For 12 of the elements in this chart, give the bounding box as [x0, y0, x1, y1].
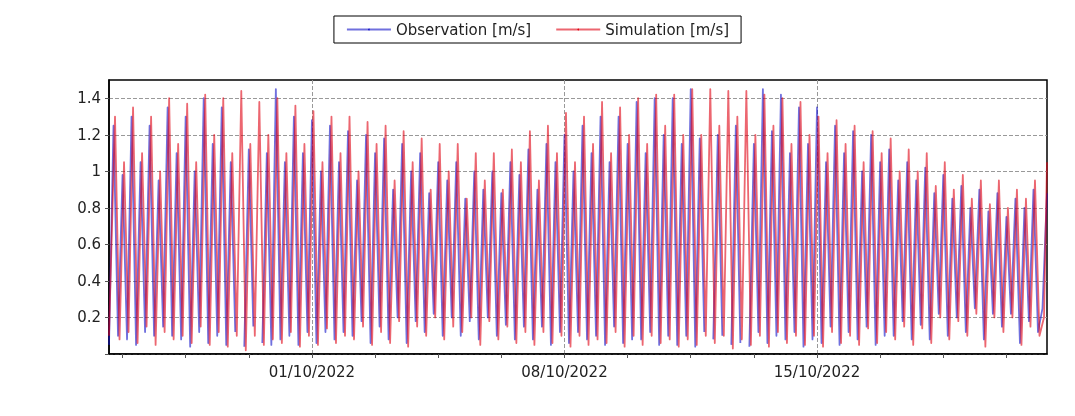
y-tick-label: 0.2	[77, 308, 101, 327]
x-tick-label: 01/10/2022	[268, 362, 356, 381]
legend-label: Observation [m/s]	[395, 20, 532, 39]
y-tick-label: 0.4	[77, 271, 101, 290]
y-tick-label: 1.2	[77, 125, 101, 144]
y-tick-label: 1.4	[77, 89, 101, 108]
y-tick-label: 1	[91, 162, 101, 181]
x-tick-label: 15/10/2022	[773, 362, 861, 381]
y-tick-label: 0.8	[77, 198, 101, 217]
x-tick-label: 08/10/2022	[521, 362, 608, 381]
y-tick-label: 0.6	[77, 235, 101, 254]
legend-label: Simulation [m/s]	[605, 20, 730, 39]
